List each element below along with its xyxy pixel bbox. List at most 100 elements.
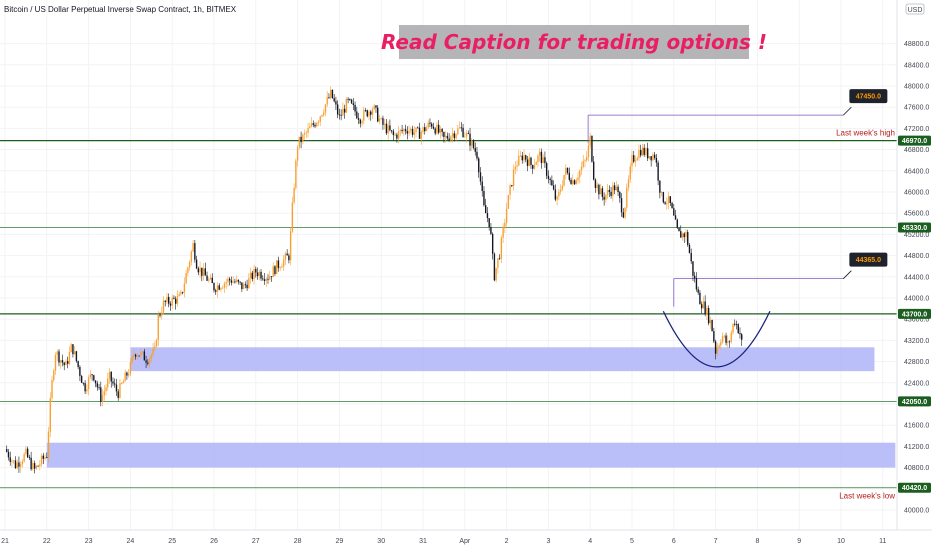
time-tick-27: 27 [252,538,260,545]
price-axis[interactable]: USD 40000.040400.040800.041200.041600.04… [896,0,931,530]
candle-372 [653,154,656,158]
candle-95 [171,297,173,306]
candle-171 [303,133,306,135]
candle-11 [25,448,27,455]
candle-45 [84,383,86,392]
candle-100 [180,292,182,295]
time-tick-11: 11 [879,538,886,545]
candle-22 [44,457,46,459]
candle-101 [181,292,184,293]
candle-323 [568,172,570,180]
candle-358 [629,166,631,180]
candle-292 [514,166,517,170]
price-tick-48000: 48000.0 [904,84,929,91]
candle-158 [281,266,283,268]
level-label-bg-3 [898,396,931,407]
candle-31 [60,360,62,363]
price-tick-47200: 47200.0 [904,126,929,133]
candle-48 [89,374,92,378]
candle-221 [390,130,393,132]
candle-3 [11,460,13,462]
time-axis[interactable]: 21 22 23 24 25 26 27 28 29 30 31 Apr 2 3 4 5 6 7 8 9 10 11 [0,529,932,545]
rounding-bottom-curve [662,310,771,368]
candle-260 [458,127,461,129]
candle-54 [100,387,102,403]
candle-113 [202,268,205,276]
candle-308 [542,157,544,164]
candle-378 [664,202,666,204]
candle-69 [126,372,128,376]
candle-120 [215,290,217,292]
candle-34 [65,361,67,366]
candle-81 [147,362,149,364]
candle-370 [650,156,652,161]
candle-88 [159,314,161,316]
candle-35 [67,361,69,364]
candle-230 [406,131,409,134]
candle-277 [488,218,490,227]
candle-269 [474,148,476,152]
candle-112 [201,267,203,276]
candle-351 [617,186,619,192]
price-tick-42800: 42800.0 [904,359,929,366]
candle-121 [216,285,219,292]
candle-361 [634,160,637,162]
candle-419 [735,324,738,325]
candle-96 [173,297,175,299]
time-tick-28: 28 [294,538,302,545]
candle-87 [157,314,159,340]
time-tick-22: 22 [43,538,51,545]
candle-310 [545,163,548,176]
target-label-0: 47450.0 [856,94,881,101]
candle-409 [718,345,720,348]
candle-97 [174,298,177,304]
candle-225 [397,130,400,139]
candle-401 [704,301,706,315]
candle-90 [162,300,165,313]
candle-117 [209,277,212,280]
candle-4 [13,460,15,462]
candle-304 [535,162,537,165]
candle-14 [30,457,32,470]
candle-295 [519,155,522,157]
time-ticks: 21 22 23 24 25 26 27 28 29 30 31 Apr 2 3 4 5 6 7 8 9 10 11 [1,538,886,545]
candle-196 [347,98,349,100]
candle-68 [124,372,126,382]
candle-84 [152,348,154,356]
time-tick-7: 7 [714,538,718,545]
candle-254 [448,138,450,141]
currency-label: USD [908,7,923,14]
candle-134 [239,281,241,283]
demand-zone-1 [46,442,896,468]
candle-343 [603,196,605,200]
candle-85 [154,346,156,349]
candle-49 [91,374,93,376]
candle-312 [549,178,551,181]
candle-298 [525,155,527,160]
candle-414 [727,341,729,343]
price-tick-43200: 43200.0 [904,338,929,345]
price-tick-46800: 46800.0 [904,147,929,154]
candle-342 [601,188,604,197]
level-label-2: 43700.0 [902,311,927,318]
candle-16 [33,463,36,469]
candle-247 [436,124,438,134]
candle-184 [326,97,328,105]
candle-94 [169,303,172,306]
candle-27 [53,370,55,380]
candle-110 [197,268,200,273]
candle-44 [82,382,85,384]
candle-256 [451,133,454,137]
candle-183 [324,104,327,113]
candle-162 [288,255,290,261]
candle-36 [68,352,71,364]
candle-273 [481,181,483,192]
candle-349 [613,185,616,191]
price-tick-41600: 41600.0 [904,423,929,430]
candle-200 [354,104,356,112]
candle-140 [249,272,252,278]
candle-46 [86,389,88,392]
candle-354 [622,212,624,218]
candle-272 [479,172,482,182]
